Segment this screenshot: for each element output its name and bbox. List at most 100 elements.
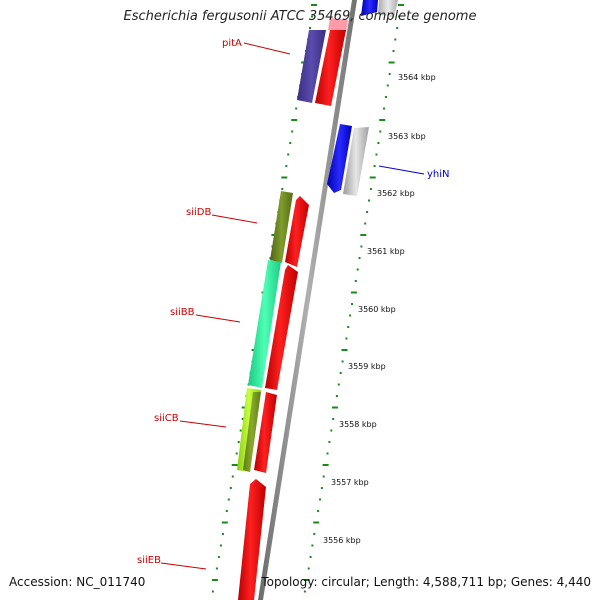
minor-tick [320, 487, 323, 489]
kbp-tick-labels: 3564 kbp 3563 kbp 3562 kbp 3561 kbp 3560 kbp… [323, 73, 436, 545]
minor-tick [364, 222, 367, 225]
minor-tick [313, 533, 316, 535]
minor-tick [354, 280, 357, 282]
minor-tick [366, 211, 369, 213]
pitA-cds [315, 30, 346, 106]
kbp-tick-label: 3556 kbp [323, 536, 361, 545]
siiDB-gene [270, 191, 293, 263]
gene-label-yhiN: yhiN [427, 169, 450, 180]
major-tick [313, 521, 320, 524]
yhiN-gene [327, 124, 352, 193]
major-tick [332, 406, 338, 409]
major-tick [341, 349, 348, 351]
siiBB-gene [248, 260, 281, 388]
minor-tick [396, 27, 399, 29]
minor-tick [295, 107, 298, 110]
minor-tick [349, 314, 352, 317]
yhiN-grey-gene [343, 127, 369, 196]
minor-tick [291, 130, 294, 133]
minor-tick [383, 107, 385, 110]
pitA-gene [297, 30, 326, 103]
siiCB-olive [243, 392, 261, 472]
major-tick [360, 234, 367, 236]
siiDB-leader-line [211, 214, 258, 224]
siiBB-leader-line [195, 314, 241, 323]
kbp-tick-label: 3563 kbp [388, 132, 426, 141]
minor-tick [356, 268, 359, 271]
siiEB-leader-line [160, 562, 207, 570]
major-tick [350, 291, 357, 294]
kbp-tick-label: 3559 kbp [348, 362, 386, 371]
minor-tick [358, 257, 361, 259]
minor-tick [332, 418, 335, 420]
pitA-leader-line [243, 42, 291, 55]
major-tick [311, 4, 317, 6]
minor-tick [311, 544, 314, 547]
major-tick [322, 464, 329, 466]
minor-tick [309, 27, 311, 29]
minor-tick [398, 15, 401, 18]
major-tick [281, 176, 288, 179]
minor-tick [360, 245, 363, 248]
siiCB-leader-line [179, 420, 227, 428]
minor-tick [319, 498, 321, 501]
minor-tick [215, 567, 218, 570]
minor-tick [281, 188, 284, 190]
gene-label-siiCB: siiCB [154, 413, 179, 424]
minor-tick [219, 544, 222, 547]
minor-tick [317, 510, 320, 512]
minor-tick [229, 487, 232, 489]
siiEB-cds [238, 479, 266, 600]
kbp-tick-label: 3558 kbp [339, 420, 377, 429]
minor-tick [311, 15, 313, 18]
minor-tick [235, 452, 238, 455]
minor-tick [307, 567, 310, 570]
minor-tick [351, 303, 353, 305]
minor-tick [337, 383, 340, 386]
minor-tick [339, 372, 342, 374]
gene-label-siiDB: siiDB [186, 207, 211, 218]
inner-tick-rail [303, 4, 404, 593]
minor-tick [379, 130, 382, 133]
minor-tick [231, 475, 234, 478]
major-tick [291, 119, 298, 121]
minor-tick [289, 142, 292, 144]
major-tick [379, 119, 386, 121]
minor-tick [326, 452, 329, 455]
minor-tick [373, 165, 376, 167]
top-pink-gene [328, 18, 348, 32]
minor-tick [287, 153, 290, 156]
major-tick [398, 4, 404, 6]
minor-tick [241, 418, 244, 420]
minor-tick [384, 96, 387, 98]
minor-tick [285, 165, 288, 167]
genome-backbone [258, 0, 357, 600]
minor-tick [345, 337, 348, 340]
minor-tick [328, 441, 331, 443]
siiBB-cds [265, 265, 298, 390]
minor-tick [225, 510, 228, 512]
major-tick [211, 579, 218, 581]
minor-tick [227, 498, 230, 501]
gene-label-siiBB: siiBB [170, 307, 195, 318]
gene-label-pitA: pitA [222, 38, 242, 49]
minor-tick [217, 556, 220, 558]
major-tick [221, 521, 228, 524]
siiDB-cds [285, 196, 309, 267]
top-blue-gene [361, 0, 378, 16]
minor-tick [375, 153, 378, 156]
kbp-tick-label: 3564 kbp [398, 73, 436, 82]
minor-tick [392, 50, 395, 52]
minor-tick [394, 38, 397, 41]
minor-tick [341, 360, 344, 363]
topology-label: Topology: circular; Length: 4,588,711 bp… [261, 575, 591, 589]
kbp-tick-label: 3561 kbp [367, 247, 405, 256]
kbp-tick-label: 3557 kbp [331, 478, 369, 487]
genome-title: Escherichia fergusonii ATCC 35469, compl… [123, 9, 477, 24]
minor-tick [330, 429, 333, 432]
gene-label-siiEB: siiEB [137, 555, 161, 566]
minor-tick [237, 441, 240, 443]
major-tick [369, 176, 376, 179]
